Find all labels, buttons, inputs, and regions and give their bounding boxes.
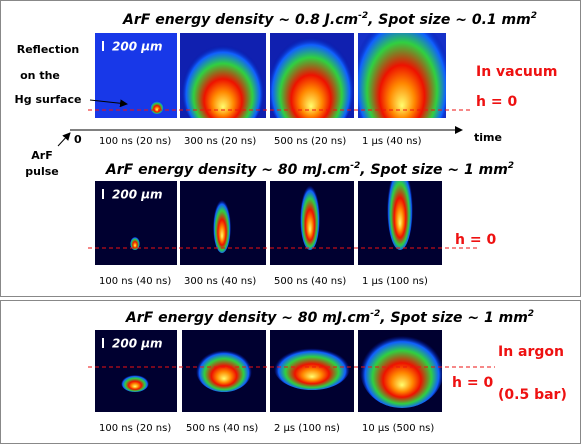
panel-title: ArF energy density ~ 80 mJ.cm-2, Spot si… (125, 309, 534, 327)
image-label: 1 µs (100 ns) (362, 276, 428, 287)
condition: In vacuum (476, 64, 557, 80)
plume (358, 33, 446, 118)
panel-title: ArF energy density ~ 0.8 J.cm-2, Spot si… (122, 11, 537, 29)
origin-label: 0 (74, 133, 82, 146)
plasma-image (95, 33, 177, 118)
plasma-image (270, 33, 354, 118)
image-background (95, 33, 177, 118)
annotation: Reflection (17, 43, 79, 56)
panel-title: ArF energy density ~ 80 mJ.cm-2, Spot si… (105, 161, 514, 179)
plume (121, 374, 149, 392)
plume (387, 181, 413, 250)
scale-bar-label: 200 µm (112, 337, 163, 351)
surface-label: h = 0 (455, 232, 496, 248)
time-label: time (474, 131, 502, 144)
surface-label: h = 0 (452, 375, 493, 391)
plume (274, 346, 350, 390)
plume (300, 182, 320, 250)
scale-bar-label: 200 µm (112, 188, 163, 202)
pulse-label: pulse (25, 165, 58, 178)
annotation: on the (20, 69, 60, 82)
plasma-image (358, 330, 442, 412)
image-label: 500 ns (20 ns) (274, 136, 346, 147)
plasma-image (270, 181, 354, 265)
plume (360, 332, 442, 408)
condition: (0.5 bar) (498, 387, 567, 403)
plasma-image (180, 33, 266, 118)
image-background (95, 181, 177, 265)
image-label: 300 ns (20 ns) (184, 136, 256, 147)
plasma-image (95, 181, 177, 265)
annotation-arrow (89, 99, 128, 108)
plume (150, 100, 164, 114)
plasma-image (95, 330, 177, 412)
plasma-image (180, 181, 266, 265)
image-label: 10 µs (500 ns) (362, 423, 434, 434)
plasma-image (358, 181, 442, 265)
annotation: Hg surface (15, 93, 82, 106)
image-label: 300 ns (40 ns) (184, 276, 256, 287)
plasma-image (358, 33, 446, 118)
image-label: 100 ns (40 ns) (99, 276, 171, 287)
image-background (95, 330, 177, 412)
scale-bar-label: 200 µm (112, 40, 163, 54)
pulse-label: ArF (31, 149, 52, 162)
image-label: 2 µs (100 ns) (274, 423, 340, 434)
plasma-image (182, 330, 266, 412)
image-label: 1 µs (40 ns) (362, 136, 422, 147)
plume (270, 33, 354, 118)
pulse-arrow (57, 132, 71, 147)
image-label: 500 ns (40 ns) (186, 423, 258, 434)
plume (213, 197, 231, 253)
plume (181, 40, 265, 118)
image-label: 500 ns (40 ns) (274, 276, 346, 287)
condition: In argon (498, 344, 564, 360)
plume (196, 348, 252, 392)
surface-label: h = 0 (476, 94, 517, 110)
image-label: 100 ns (20 ns) (99, 136, 171, 147)
plasma-image (270, 330, 354, 412)
image-label: 100 ns (20 ns) (99, 423, 171, 434)
plume (130, 236, 140, 250)
